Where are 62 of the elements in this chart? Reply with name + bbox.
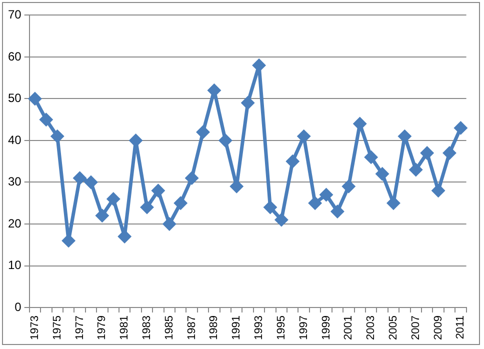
point bbox=[219, 134, 232, 147]
point bbox=[286, 155, 299, 168]
x-tick-label: 1983 bbox=[141, 316, 154, 340]
x-tick-label: 2007 bbox=[410, 316, 422, 340]
point bbox=[298, 130, 310, 143]
x-tick-label: 1975 bbox=[51, 316, 64, 340]
point bbox=[74, 172, 86, 184]
x-tick-label: 2011 bbox=[454, 316, 467, 340]
point bbox=[40, 113, 52, 126]
y-tick-label: 20 bbox=[8, 216, 22, 230]
x-tick-label: 1997 bbox=[298, 316, 310, 340]
point bbox=[308, 196, 322, 210]
point bbox=[174, 196, 187, 210]
x-tick-label: 2003 bbox=[365, 316, 378, 340]
point bbox=[28, 92, 42, 105]
point bbox=[443, 146, 456, 160]
point bbox=[242, 96, 254, 110]
point bbox=[51, 130, 64, 143]
point bbox=[331, 205, 344, 218]
x-tick-label: 1985 bbox=[163, 316, 176, 340]
point bbox=[342, 180, 355, 193]
x-tick-label: 1989 bbox=[208, 316, 220, 340]
point bbox=[364, 150, 378, 164]
x-tick-label: 2005 bbox=[388, 316, 400, 340]
point bbox=[62, 234, 75, 247]
x-tick-label: 1973 bbox=[28, 316, 41, 340]
y-tick-label: 50 bbox=[8, 91, 22, 106]
point bbox=[275, 214, 288, 226]
point bbox=[152, 184, 164, 197]
x-tick-label: 1987 bbox=[186, 316, 198, 340]
y-tick-label: 40 bbox=[8, 132, 22, 147]
y-tick-label: 0 bbox=[14, 300, 22, 314]
point bbox=[320, 188, 332, 202]
x-tick-label: 1995 bbox=[275, 316, 288, 340]
point bbox=[410, 163, 422, 176]
point bbox=[196, 126, 210, 138]
x-tick-label: 1977 bbox=[74, 316, 86, 340]
point bbox=[252, 59, 266, 72]
x-tick-label: 1993 bbox=[253, 316, 266, 340]
x-tick-label: 2009 bbox=[432, 316, 444, 340]
y-tick-label: 70 bbox=[8, 8, 22, 22]
point bbox=[454, 122, 467, 134]
point bbox=[107, 192, 120, 206]
point bbox=[376, 168, 389, 180]
point bbox=[140, 201, 154, 214]
x-tick-label: 2001 bbox=[342, 316, 355, 340]
point bbox=[118, 230, 131, 243]
x-tick-label: 1999 bbox=[320, 316, 332, 340]
point bbox=[96, 209, 108, 222]
x-tick-label: 1981 bbox=[118, 316, 131, 340]
x-tick-label: 1979 bbox=[96, 316, 108, 340]
y-tick-label: 60 bbox=[8, 49, 22, 64]
x-tick-label: 1991 bbox=[230, 316, 243, 340]
point bbox=[432, 184, 445, 197]
point bbox=[84, 176, 98, 188]
y-tick-label: 30 bbox=[8, 174, 22, 189]
point bbox=[186, 172, 198, 184]
point bbox=[130, 134, 142, 147]
point bbox=[163, 218, 176, 230]
point bbox=[264, 201, 276, 214]
y-tick-label: 10 bbox=[8, 258, 22, 272]
point bbox=[420, 146, 434, 160]
